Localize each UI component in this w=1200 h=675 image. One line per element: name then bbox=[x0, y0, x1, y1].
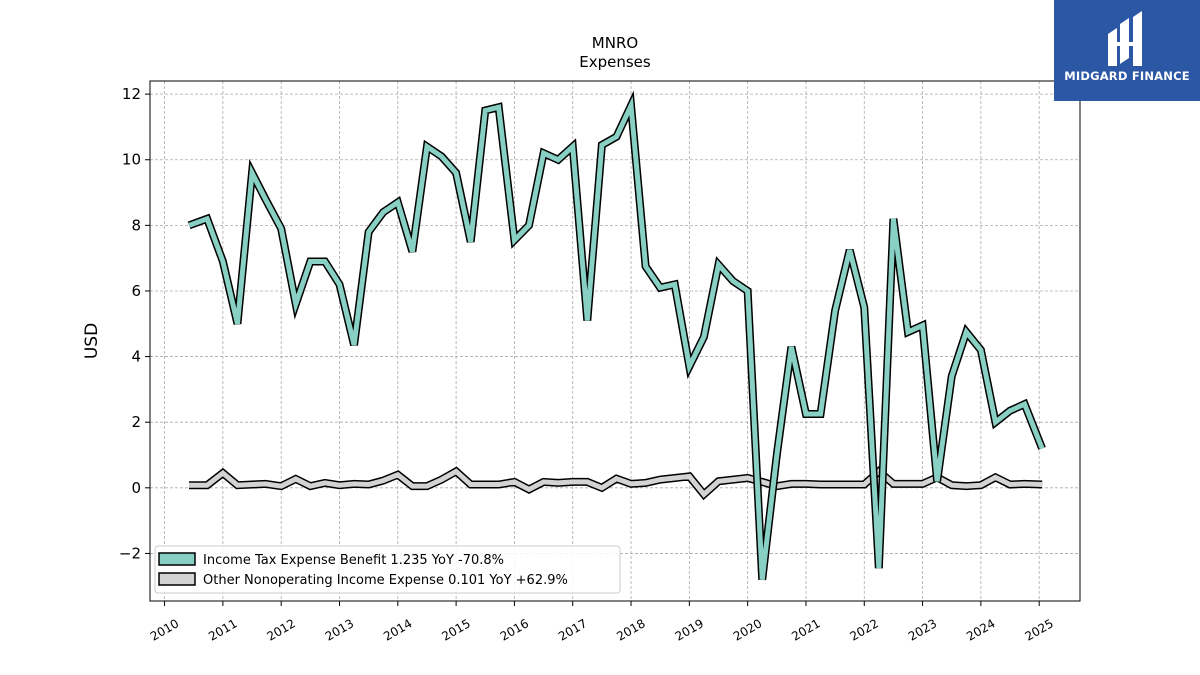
series-0-outline bbox=[187, 90, 1046, 581]
x-tick-label: 2024 bbox=[964, 616, 997, 643]
x-tick-label: 2023 bbox=[906, 616, 939, 643]
x-tick-label: 2010 bbox=[148, 616, 181, 643]
x-tick-label: 2019 bbox=[673, 616, 706, 643]
plot-frame bbox=[149, 80, 1081, 602]
chart-title: MNRO bbox=[592, 34, 638, 52]
series-layer bbox=[187, 90, 1046, 581]
y-tick-label: 6 bbox=[131, 282, 141, 300]
y-tick-label: 8 bbox=[131, 216, 141, 234]
x-tick-label: 2013 bbox=[323, 616, 356, 643]
y-tick-label: −2 bbox=[119, 544, 141, 562]
legend-swatch-income-tax bbox=[158, 552, 196, 566]
y-tick-label: 4 bbox=[131, 348, 141, 366]
y-tick-label: 0 bbox=[131, 479, 141, 497]
x-tick-label: 2016 bbox=[498, 616, 531, 643]
legend-label-income-tax: Income Tax Expense Benefit 1.235 YoY -70… bbox=[203, 553, 504, 568]
x-tick-label: 2021 bbox=[789, 616, 822, 643]
y-tick-label: 2 bbox=[131, 413, 141, 431]
x-tick-label: 2012 bbox=[264, 616, 297, 643]
legend-box bbox=[154, 545, 621, 594]
brand-name: MIDGARD FINANCE bbox=[1064, 69, 1190, 83]
x-tick-label: 2025 bbox=[1022, 616, 1055, 643]
legend-label-other-nonoperating: Other Nonoperating Income Expense 0.101 … bbox=[203, 573, 568, 588]
brand-mark-icon bbox=[1108, 11, 1142, 66]
legend: Income Tax Expense Benefit 1.235 YoY -70… bbox=[154, 545, 621, 594]
brand-logo: MIDGARD FINANCE bbox=[1054, 0, 1200, 101]
y-axis: −2 0 2 4 6 8 10 12 bbox=[119, 85, 150, 562]
x-tick-label: 2022 bbox=[848, 616, 881, 643]
grid bbox=[150, 81, 1080, 601]
y-tick-label: 12 bbox=[122, 85, 141, 103]
x-tick-label: 2017 bbox=[556, 616, 589, 643]
series-1-line bbox=[189, 468, 1043, 499]
x-tick-label: 2020 bbox=[731, 616, 764, 643]
y-axis-label: USD bbox=[82, 323, 102, 359]
chart-subtitle: Expenses bbox=[579, 53, 651, 71]
y-tick-label: 10 bbox=[122, 151, 141, 169]
x-tick-label: 2011 bbox=[206, 616, 239, 643]
x-axis: 2010 2011 2012 2013 2014 2015 2016 2017 2018 2019… bbox=[148, 601, 1056, 644]
x-tick-label: 2018 bbox=[614, 616, 647, 643]
series-0-line bbox=[188, 96, 1045, 580]
x-tick-label: 2015 bbox=[439, 616, 472, 643]
x-tick-label: 2014 bbox=[381, 616, 414, 643]
legend-swatch-other-nonoperating bbox=[158, 572, 196, 586]
